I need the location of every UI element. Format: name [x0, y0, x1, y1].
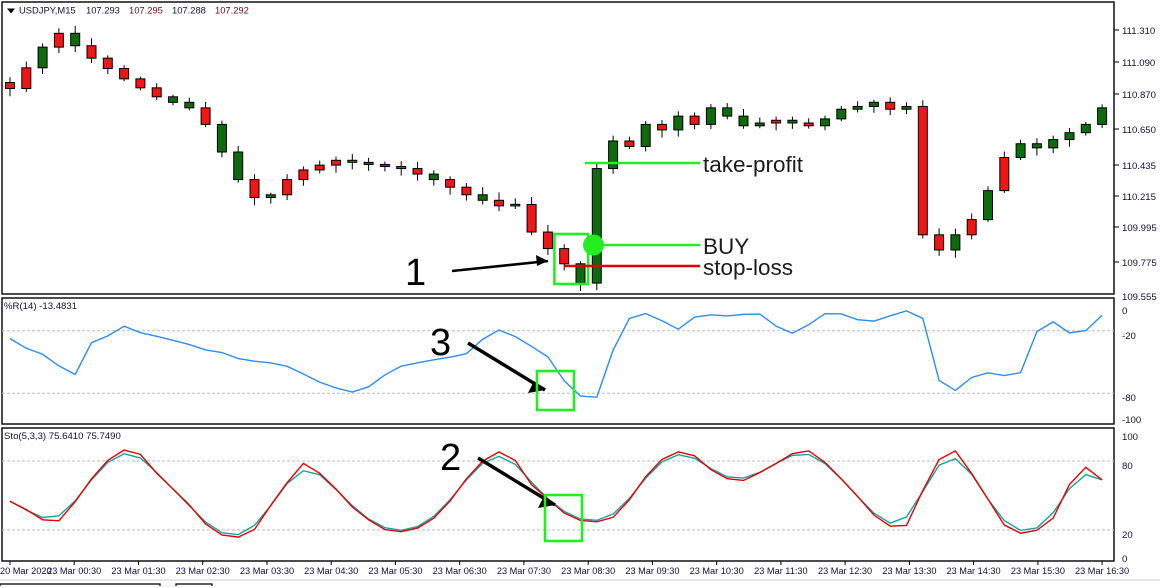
svg-text:100: 100: [1122, 432, 1138, 443]
svg-text:-100: -100: [1122, 415, 1141, 426]
svg-text:107.293: 107.293: [86, 5, 120, 16]
svg-text:23 Mar 00:30: 23 Mar 00:30: [47, 566, 101, 576]
svg-text:109.775: 109.775: [1122, 258, 1157, 269]
svg-text:23 Mar 08:30: 23 Mar 08:30: [561, 566, 615, 576]
svg-text:23 Mar 01:30: 23 Mar 01:30: [111, 566, 165, 576]
svg-text:2: 2: [440, 437, 461, 479]
svg-text:23 Mar 07:30: 23 Mar 07:30: [497, 566, 551, 576]
svg-text:Sto(5,3,3) 75.6410 75.7490: Sto(5,3,3) 75.6410 75.7490: [4, 431, 121, 442]
svg-text:0: 0: [1122, 554, 1127, 565]
svg-text:110.870: 110.870: [1122, 90, 1156, 101]
svg-text:109.995: 109.995: [1122, 223, 1157, 234]
svg-text:23 Mar 14:30: 23 Mar 14:30: [947, 566, 1001, 576]
svg-text:111.090: 111.090: [1122, 58, 1155, 69]
svg-text:23 Mar 03:30: 23 Mar 03:30: [240, 566, 294, 576]
svg-text:23 Mar 02:30: 23 Mar 02:30: [176, 566, 230, 576]
svg-text:23 Mar 04:30: 23 Mar 04:30: [304, 566, 358, 576]
svg-text:107.288: 107.288: [172, 5, 206, 16]
svg-text:80: 80: [1122, 461, 1133, 472]
svg-text:-20: -20: [1122, 331, 1136, 342]
svg-text:111.310: 111.310: [1122, 26, 1155, 37]
svg-text:-80: -80: [1122, 393, 1136, 404]
svg-text:23 Mar 10:30: 23 Mar 10:30: [690, 566, 744, 576]
svg-text:23 Mar 16:30: 23 Mar 16:30: [1075, 566, 1129, 576]
svg-text:109.555: 109.555: [1122, 292, 1157, 303]
svg-text:23 Mar 11:30: 23 Mar 11:30: [754, 566, 807, 576]
svg-text:110.650: 110.650: [1122, 125, 1156, 136]
svg-text:23 Mar 09:30: 23 Mar 09:30: [625, 566, 679, 576]
svg-text:20 Mar 2020: 20 Mar 2020: [0, 566, 52, 576]
svg-text:110.435: 110.435: [1122, 161, 1156, 172]
svg-text:3: 3: [430, 322, 451, 364]
svg-text:USDJPY,M15: USDJPY,M15: [19, 5, 76, 16]
svg-text:23 Mar 05:30: 23 Mar 05:30: [368, 566, 422, 576]
svg-text:107.295: 107.295: [129, 5, 163, 16]
svg-text:take-profit: take-profit: [703, 152, 804, 177]
svg-text:stop-loss: stop-loss: [703, 255, 793, 280]
svg-text:107.292: 107.292: [215, 5, 249, 16]
svg-text:20: 20: [1122, 530, 1133, 541]
svg-text:23 Mar 15:30: 23 Mar 15:30: [1011, 566, 1065, 576]
svg-text:23 Mar 12:30: 23 Mar 12:30: [818, 566, 872, 576]
svg-text:0: 0: [1122, 306, 1127, 317]
svg-text:23 Mar 06:30: 23 Mar 06:30: [433, 566, 487, 576]
svg-text:%R(14) -13.4831: %R(14) -13.4831: [4, 301, 77, 312]
svg-text:1: 1: [405, 252, 426, 294]
svg-text:110.215: 110.215: [1122, 192, 1156, 203]
svg-text:23 Mar 13:30: 23 Mar 13:30: [882, 566, 936, 576]
